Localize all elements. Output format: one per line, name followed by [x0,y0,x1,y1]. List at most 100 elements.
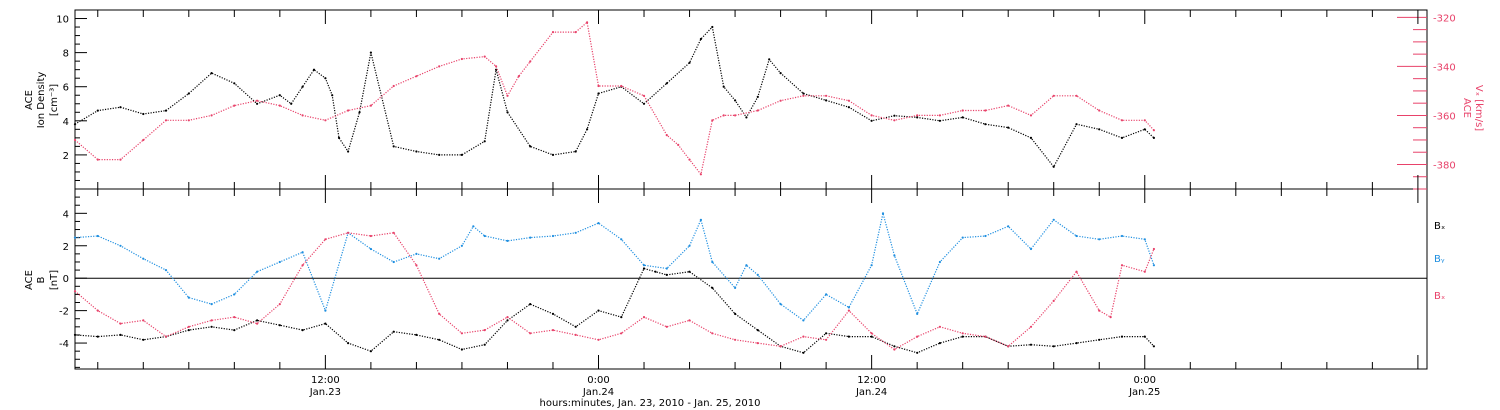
density-tick-label: 10 [56,15,69,26]
vx-point [825,94,828,97]
b-tick-label: 4 [63,209,69,220]
density-point [665,82,668,85]
bz-point [688,319,691,322]
density-point [699,37,703,41]
legend-bz: Bₓ [1434,291,1445,302]
vx-point [620,84,623,88]
vx-point [1152,129,1155,132]
vx-series-line [74,21,1155,175]
by-point [984,234,987,238]
vx-point [529,60,532,63]
bz-point [779,345,782,348]
vx-point [847,99,851,102]
x-tick-date: Jan.23 [309,387,341,398]
density-point [551,153,555,156]
by-point [529,236,532,239]
bottom-panel-frame [74,188,1428,370]
density-point [278,94,281,97]
bz-point [711,332,714,335]
by-point [756,273,759,276]
bz-point [893,348,896,351]
bx-point [1098,338,1101,341]
vx-point [392,84,395,88]
bz-point [756,342,759,345]
density-point [642,102,646,105]
vx-point [688,158,691,161]
bz-point [551,329,555,332]
vx-point [642,94,646,97]
density-point [1143,128,1146,131]
density-point [574,150,577,153]
vx-point [438,65,441,68]
density-point [779,72,782,75]
density-point [688,61,691,64]
bz-point [642,316,646,319]
vx-axis-label-2: Vₓ [km/s] [1473,85,1484,131]
vx-point [1120,119,1124,122]
density-point [1029,136,1033,139]
bz-point [256,322,259,325]
density-point [893,114,896,117]
density-point [847,106,851,109]
vx-point [870,114,873,117]
vx-point [164,119,168,122]
vx-point [916,114,919,117]
vx-point [483,55,486,58]
bz-point [961,332,964,335]
vx-point [961,109,964,112]
by-point [961,236,964,239]
density-point [210,72,213,75]
by-point [278,260,281,264]
by-point [620,238,623,241]
vx-point [347,109,350,112]
density-point [734,99,737,102]
by-point [881,212,885,215]
density-point [438,153,441,156]
bz-point [415,264,418,267]
vx-point [1098,109,1101,112]
by-point [1120,234,1124,238]
x-tick-date: Jan.25 [1128,387,1160,398]
bx-point [369,350,372,353]
by-point [1098,238,1101,241]
density-tick-label: 4 [63,117,69,128]
vx-point [1052,94,1055,97]
bz-point [233,316,236,319]
bz-point [1098,309,1101,312]
by-point [1143,238,1146,241]
vx-point [1029,114,1033,117]
bx-point [347,342,350,345]
b-axis-label-1: ACE [24,270,35,290]
bz-point [347,231,350,234]
bz-point [938,325,942,328]
density-point [142,112,145,116]
vx-point [210,114,213,117]
vx-point [938,114,942,117]
density-point [301,85,304,88]
density-point [802,92,805,95]
bz-point [278,303,281,306]
bx-point [142,338,145,341]
density-point [331,94,334,97]
bz-point [1120,264,1124,267]
by-point [369,247,372,251]
bx-point [574,325,577,328]
density-point [187,92,190,95]
density-point [756,95,759,98]
by-point [870,264,873,267]
by-point [1052,218,1055,221]
bx-point [392,330,395,333]
bx-point [301,329,304,332]
by-point [688,244,691,247]
bx-point [938,342,942,345]
bx-point [529,303,532,306]
bx-point [415,333,418,336]
density-point [768,58,771,61]
density-series-line [74,26,1155,168]
vx-point [233,104,236,107]
bz-point [506,316,509,319]
bx-point [1143,335,1146,338]
bx-point [734,312,737,315]
vx-point [984,109,987,112]
